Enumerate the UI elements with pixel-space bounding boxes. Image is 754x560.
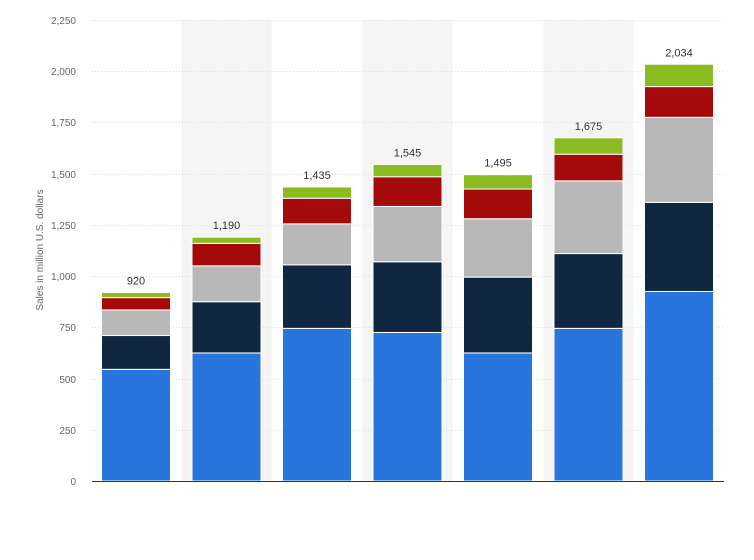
total-label: 1,435	[303, 170, 331, 182]
bar-segment-series-3	[644, 116, 714, 203]
total-label: 1,675	[575, 121, 603, 133]
bar-segment-series-2	[553, 253, 624, 329]
bar-segment-series-2	[191, 301, 262, 354]
bar-segment-series-4	[372, 176, 443, 207]
bars	[101, 63, 714, 482]
bar-segment-series-3	[282, 223, 352, 266]
y-tick-label: 750	[59, 323, 76, 334]
total-label: 1,545	[394, 147, 422, 159]
bar-segment-series-5	[191, 236, 262, 244]
y-axis-label: Sales in million U.S. dollars	[35, 189, 46, 310]
y-tick-label: 1,750	[51, 118, 76, 129]
y-tick-label: 250	[59, 426, 76, 437]
bar-segment-series-2	[463, 276, 533, 354]
total-labels: 920 1,190 1,435 1,545 1,495 1,675 2,034	[127, 47, 693, 287]
bar-segment-series-4	[191, 242, 262, 267]
bar-segment-series-5	[553, 137, 624, 155]
total-label: 920	[127, 276, 145, 288]
y-axis-ticks: 0 250 500 750 1,000 1,250 1,500 1,750 2,000 2,250	[51, 16, 76, 488]
bar-segment-series-3	[372, 205, 443, 263]
bar-segment-series-4	[282, 197, 352, 225]
bar-segment-series-3	[101, 309, 171, 337]
bar-segment-series-4	[463, 188, 533, 220]
bar-segment-series-3	[463, 218, 533, 278]
bar-segment-series-3	[553, 180, 624, 255]
bar-segment-series-1	[372, 331, 443, 482]
bar-segment-series-3	[191, 265, 262, 303]
bar-segment-series-4	[553, 153, 624, 182]
total-label: 2,034	[665, 47, 693, 59]
bar-segment-series-1	[101, 368, 171, 482]
bar-segment-series-5	[372, 163, 443, 178]
bar-segment-series-4	[101, 297, 171, 311]
bar-segment-series-5	[282, 186, 352, 199]
bar-segment-series-2	[644, 201, 714, 292]
bar-segment-series-1	[282, 327, 352, 482]
y-tick-label: 500	[59, 375, 76, 386]
bar-segment-series-4	[644, 86, 714, 118]
bar-segment-series-2	[372, 261, 443, 333]
bar-segment-series-1	[553, 327, 624, 482]
bar-segment-series-1	[463, 352, 533, 482]
y-tick-label: 2,250	[51, 16, 76, 27]
bar-segment-series-2	[282, 264, 352, 329]
y-tick-label: 1,500	[51, 170, 76, 181]
y-tick-label: 1,000	[51, 272, 76, 283]
y-tick-label: 0	[70, 477, 76, 488]
bar-segment-series-5	[463, 174, 533, 190]
total-label: 1,190	[213, 220, 241, 232]
bar-segment-series-2	[101, 335, 171, 370]
bar-segment-series-1	[644, 290, 714, 482]
total-label: 1,495	[484, 158, 512, 170]
bar-segment-series-5	[101, 292, 171, 299]
y-tick-label: 1,250	[51, 221, 76, 232]
y-tick-label: 2,000	[51, 67, 76, 78]
bar-segment-series-1	[191, 352, 262, 482]
bar-segment-series-5	[644, 63, 714, 88]
